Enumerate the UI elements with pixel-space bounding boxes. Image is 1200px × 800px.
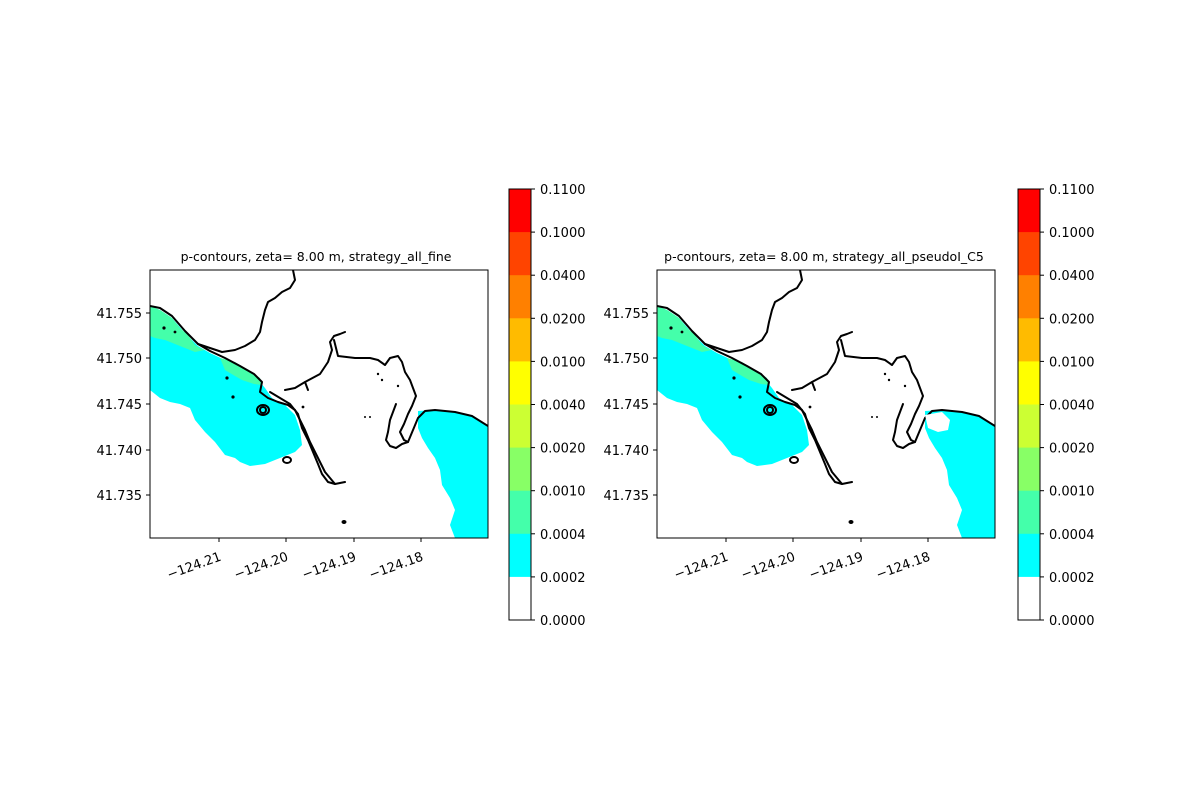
left-xtick-label: −124.20 bbox=[232, 550, 290, 583]
colorbar-swatch bbox=[509, 533, 531, 578]
colorbar-tick-label: 0.0040 bbox=[1049, 399, 1095, 414]
left-colorbar: 0.1100 0.1000 0.0400 0.0200 0.0100 0.0040 0.00… bbox=[508, 183, 586, 629]
colorbar-tick-label: 0.0400 bbox=[540, 269, 586, 284]
left-xtick-label: −124.18 bbox=[367, 550, 425, 583]
colorbar-tick-label: 0.0010 bbox=[1049, 485, 1095, 500]
colorbar-swatch bbox=[509, 318, 531, 362]
colorbar-swatch bbox=[509, 189, 531, 233]
colorbar-tick-label: 0.1000 bbox=[540, 226, 586, 241]
colorbar-tick-label: 0.0004 bbox=[1049, 528, 1095, 543]
colorbar-swatch bbox=[1018, 361, 1040, 405]
colorbar-tick-label: 0.1100 bbox=[540, 183, 586, 198]
left-y-axis: 41.755 41.750 41.745 41.740 41.735 bbox=[97, 307, 150, 504]
colorbar-tick-label: 0.0000 bbox=[540, 614, 586, 629]
left-ytick-label: 41.745 bbox=[97, 398, 143, 413]
colorbar-swatch bbox=[1018, 232, 1040, 276]
colorbar-tick-label: 0.0010 bbox=[540, 485, 586, 500]
colorbar-tick-label: 0.0020 bbox=[540, 442, 586, 457]
colorbar-swatch bbox=[1018, 447, 1040, 492]
colorbar-swatch bbox=[1018, 490, 1040, 535]
colorbar-tick-label: 0.0004 bbox=[540, 528, 586, 543]
colorbar-tick-label: 0.0100 bbox=[1049, 355, 1095, 370]
colorbar-swatch bbox=[1018, 576, 1040, 621]
right-xtick-label: −124.20 bbox=[739, 550, 797, 583]
left-ytick-label: 41.755 bbox=[97, 307, 143, 322]
colorbar-tick-label: 0.0040 bbox=[540, 399, 586, 414]
left-panel: p-contours, zeta= 8.00 m, strategy_all_f… bbox=[97, 183, 586, 629]
left-plot-title: p-contours, zeta= 8.00 m, strategy_all_f… bbox=[181, 249, 452, 264]
colorbar-swatch bbox=[1018, 189, 1040, 233]
right-map-content bbox=[657, 270, 995, 538]
colorbar-swatch bbox=[509, 490, 531, 535]
right-xtick-label: −124.21 bbox=[672, 550, 730, 583]
colorbar-swatch bbox=[509, 576, 531, 621]
right-panel: p-contours, zeta= 8.00 m, strategy_all_p… bbox=[604, 183, 1095, 629]
right-ytick-label: 41.735 bbox=[604, 489, 650, 504]
right-xtick-label: −124.19 bbox=[807, 550, 865, 583]
right-y-axis: 41.755 41.750 41.745 41.740 41.735 bbox=[604, 307, 657, 504]
colorbar-tick-label: 0.0100 bbox=[540, 355, 586, 370]
colorbar-swatch bbox=[1018, 404, 1040, 449]
right-ytick-label: 41.750 bbox=[604, 352, 650, 367]
left-xtick-label: −124.19 bbox=[300, 550, 358, 583]
right-ytick-label: 41.740 bbox=[604, 444, 650, 459]
colorbar-tick-label: 0.0020 bbox=[1049, 442, 1095, 457]
colorbar-swatch bbox=[509, 447, 531, 492]
left-ytick-label: 41.740 bbox=[97, 444, 143, 459]
colorbar-tick-label: 0.0200 bbox=[1049, 312, 1095, 327]
colorbar-swatch bbox=[509, 232, 531, 276]
right-plot-title: p-contours, zeta= 8.00 m, strategy_all_p… bbox=[664, 249, 984, 264]
right-xtick-label: −124.18 bbox=[874, 550, 932, 583]
left-ytick-label: 41.750 bbox=[97, 352, 143, 367]
right-x-axis: −124.21 −124.20 −124.19 −124.18 bbox=[672, 538, 932, 583]
colorbar-swatch bbox=[509, 275, 531, 319]
colorbar-tick-label: 0.1000 bbox=[1049, 226, 1095, 241]
colorbar-tick-label: 0.0002 bbox=[1049, 571, 1095, 586]
colorbar-swatch bbox=[509, 361, 531, 405]
right-ytick-label: 41.755 bbox=[604, 307, 650, 322]
left-ytick-label: 41.735 bbox=[97, 489, 143, 504]
colorbar-swatch bbox=[1018, 275, 1040, 319]
left-xtick-label: −124.21 bbox=[165, 550, 223, 583]
colorbar-tick-label: 0.1100 bbox=[1049, 183, 1095, 198]
left-x-axis: −124.21 −124.20 −124.19 −124.18 bbox=[165, 538, 425, 583]
left-map-content bbox=[150, 270, 488, 538]
colorbar-tick-label: 0.0200 bbox=[540, 312, 586, 327]
right-colorbar: 0.1100 0.1000 0.0400 0.0200 0.0100 0.0040 0.00… bbox=[1017, 183, 1095, 629]
colorbar-swatch bbox=[1018, 318, 1040, 362]
right-ytick-label: 41.745 bbox=[604, 398, 650, 413]
colorbar-swatch bbox=[509, 404, 531, 449]
colorbar-tick-label: 0.0400 bbox=[1049, 269, 1095, 284]
colorbar-tick-label: 0.0002 bbox=[540, 571, 586, 586]
colorbar-tick-label: 0.0000 bbox=[1049, 614, 1095, 629]
colorbar-swatch bbox=[1018, 533, 1040, 578]
